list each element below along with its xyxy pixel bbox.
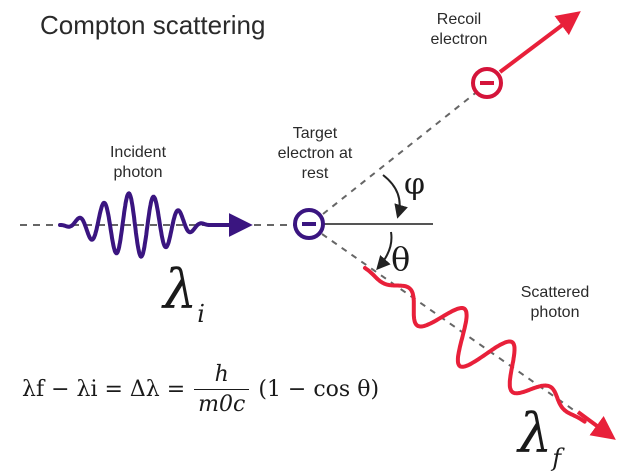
recoil-electron-label: Recoil electron xyxy=(430,11,488,48)
formula-numerator: h xyxy=(214,362,229,387)
phi-angle-arc xyxy=(382,174,408,219)
lambda-f-symbol: λf xyxy=(518,402,562,472)
compton-formula: λf − λi = Δλ = h m0c (1 − cos θ) xyxy=(22,362,379,417)
recoil-electron-arrow xyxy=(498,11,581,74)
diagram-title: Compton scattering xyxy=(40,10,266,40)
scattered-photon-arrow xyxy=(576,410,616,440)
target-electron-icon xyxy=(293,208,325,240)
incident-photon-label: Incident photon xyxy=(109,144,167,181)
target-electron-label: Target electron at rest xyxy=(277,125,353,182)
recoil-path-dashed xyxy=(322,90,479,215)
incident-photon-wave xyxy=(58,191,212,259)
formula-rhs: (1 − cos θ) xyxy=(258,377,380,402)
formula-fraction: h m0c xyxy=(194,362,250,417)
formula-lhs: λf − λi = Δλ = xyxy=(22,377,186,402)
theta-angle-arc xyxy=(376,231,393,271)
scattered-photon-wave xyxy=(363,266,587,424)
phi-symbol: φ xyxy=(404,167,426,202)
recoil-electron-icon xyxy=(471,67,503,99)
scattered-photon-label: Scattered photon xyxy=(520,284,590,321)
formula-denominator: m0c xyxy=(194,389,250,417)
lambda-i-symbol: λi xyxy=(163,258,205,328)
theta-symbol: θ xyxy=(391,240,411,278)
